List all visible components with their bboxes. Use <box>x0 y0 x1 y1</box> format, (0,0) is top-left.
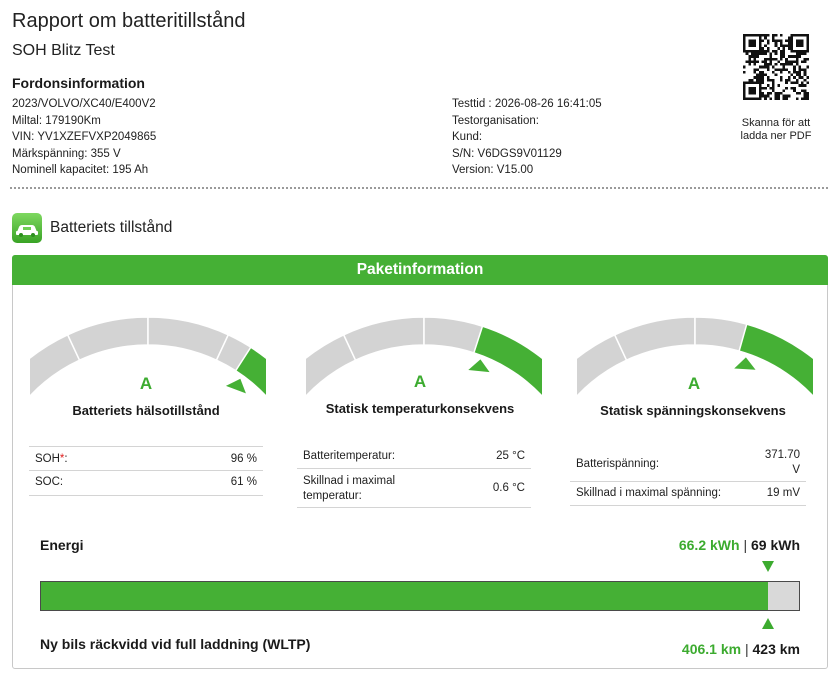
panel-header <box>12 255 828 285</box>
soh-grade: A <box>139 374 153 393</box>
qr-code-icon[interactable] <box>743 34 809 100</box>
test-info: Testtid : 2026-08-26 16:41:05 Testorgani… <box>452 96 602 179</box>
max-voltage-diff-value: 19 mV <box>766 487 800 499</box>
energy-current: 66.2 kWh <box>678 537 740 553</box>
test-organisation: Testorganisation: <box>452 114 539 127</box>
range-total: 423 km <box>752 641 800 657</box>
battery-temperature-key: Batteritemperatur: <box>303 450 396 462</box>
temperature-gauge-label: Statisk temperaturkonsekvens <box>325 401 515 416</box>
energy-total: 69 kWh <box>750 537 800 553</box>
vehicle-model: 2023/VOLVO/XC40/E400V2 <box>12 98 156 110</box>
max-temperature-diff-key: Skillnad i maximal temperatur: <box>303 475 396 502</box>
table-row: Batteritemperatur: 25 °C <box>297 444 531 469</box>
range-readout: 406.1 km | 423 km <box>682 641 800 657</box>
temperature-grade: A <box>413 372 427 391</box>
voltage-consistency-gauge <box>577 316 813 398</box>
vehicle-info: 2023/VOLVO/XC40/E400V2 Miltal: 179190Km … <box>12 96 156 179</box>
battery-voltage-key: Batterispänning: <box>576 458 660 470</box>
test-customer: Kund: <box>452 131 483 143</box>
voltage-grade: A <box>687 374 701 393</box>
range-title: Ny bils räckvidd vid full laddning (WLTP… <box>40 636 311 652</box>
soh-key: SOH*: <box>35 453 68 465</box>
battery-voltage-value: 371.70 V <box>764 449 800 476</box>
gauge-pointer-icon <box>734 357 756 370</box>
vehicle-info-heading: Fordonsinformation <box>12 75 145 91</box>
energy-bar-fill <box>41 582 768 610</box>
panel-title: Paketinformation <box>356 261 484 278</box>
max-voltage-diff-key: Skillnad i maximal spänning: <box>576 487 722 499</box>
table-row: SOH*: 96 % <box>29 446 263 471</box>
gauge-pointer-icon <box>468 359 490 373</box>
range-marker-icon <box>762 618 774 629</box>
qr-caption: Skanna för att ladda ner PDF <box>740 117 812 142</box>
report-subtitle: SOH Blitz Test <box>12 42 115 59</box>
range-current: 406.1 km <box>681 641 742 657</box>
table-row: Batterispänning: 371.70 V <box>570 444 806 482</box>
temperature-consistency-gauge <box>306 316 542 398</box>
battery-temperature-value: 25 °C <box>496 450 525 462</box>
test-time: Testtid : 2026-08-26 16:41:05 <box>452 98 602 110</box>
soc-key: SOC: <box>35 476 64 488</box>
max-temperature-diff-value: 0.6 °C <box>492 482 525 494</box>
soc-value: 61 % <box>230 476 257 488</box>
gauge-segment <box>66 316 149 362</box>
section-title: Batteriets tillstånd <box>50 219 173 236</box>
vehicle-rated-voltage: Märkspänning: 355 V <box>12 147 121 160</box>
battery-car-icon <box>12 213 42 243</box>
soh-table: SOH*: 96 % SOC: 61 % <box>29 446 263 496</box>
vehicle-nominal-capacity: Nominell kapacitet: 195 Ah <box>12 164 149 176</box>
table-row: Skillnad i maximal spänning: 19 mV <box>570 482 806 506</box>
gauge-segment <box>342 316 425 362</box>
table-row: SOC: 61 % <box>29 470 263 496</box>
soh-gauge-label: Batteriets hälsotillstånd <box>72 403 220 418</box>
vehicle-vin: VIN: YV1XZEFVXP2049865 <box>12 131 157 143</box>
test-version: Version: V15.00 <box>452 164 534 176</box>
energy-title: Energi <box>40 537 84 553</box>
range-separator: | <box>744 641 749 657</box>
energy-separator: | <box>743 537 748 553</box>
voltage-table: Batterispänning: 371.70 V Skillnad i maxi… <box>570 444 806 506</box>
vehicle-mileage: Miltal: 179190Km <box>12 114 101 127</box>
gauge-segment <box>147 316 230 362</box>
gauge-pointer-icon <box>225 378 246 394</box>
gauge-segment <box>613 316 696 362</box>
soh-value: 96 % <box>230 453 257 465</box>
energy-readout: 66.2 kWh | 69 kWh <box>679 537 800 553</box>
energy-marker-icon <box>762 561 774 572</box>
gauge-level-segment <box>234 346 266 398</box>
test-serial-number: S/N: V6DGS9V01129 <box>452 147 562 160</box>
report-title: Rapport om batteritillstånd <box>12 10 246 32</box>
gauge-level-segment <box>738 323 813 398</box>
table-row: Skillnad i maximal temperatur: 0.6 °C <box>297 469 531 508</box>
header-divider <box>10 187 828 189</box>
temperature-table: Batteritemperatur: 25 °C Skillnad i maxi… <box>297 444 531 508</box>
soh-gauge <box>30 316 266 398</box>
voltage-gauge-label: Statisk spänningskonsekvens <box>600 403 786 418</box>
gauge-level-segment <box>472 325 542 398</box>
